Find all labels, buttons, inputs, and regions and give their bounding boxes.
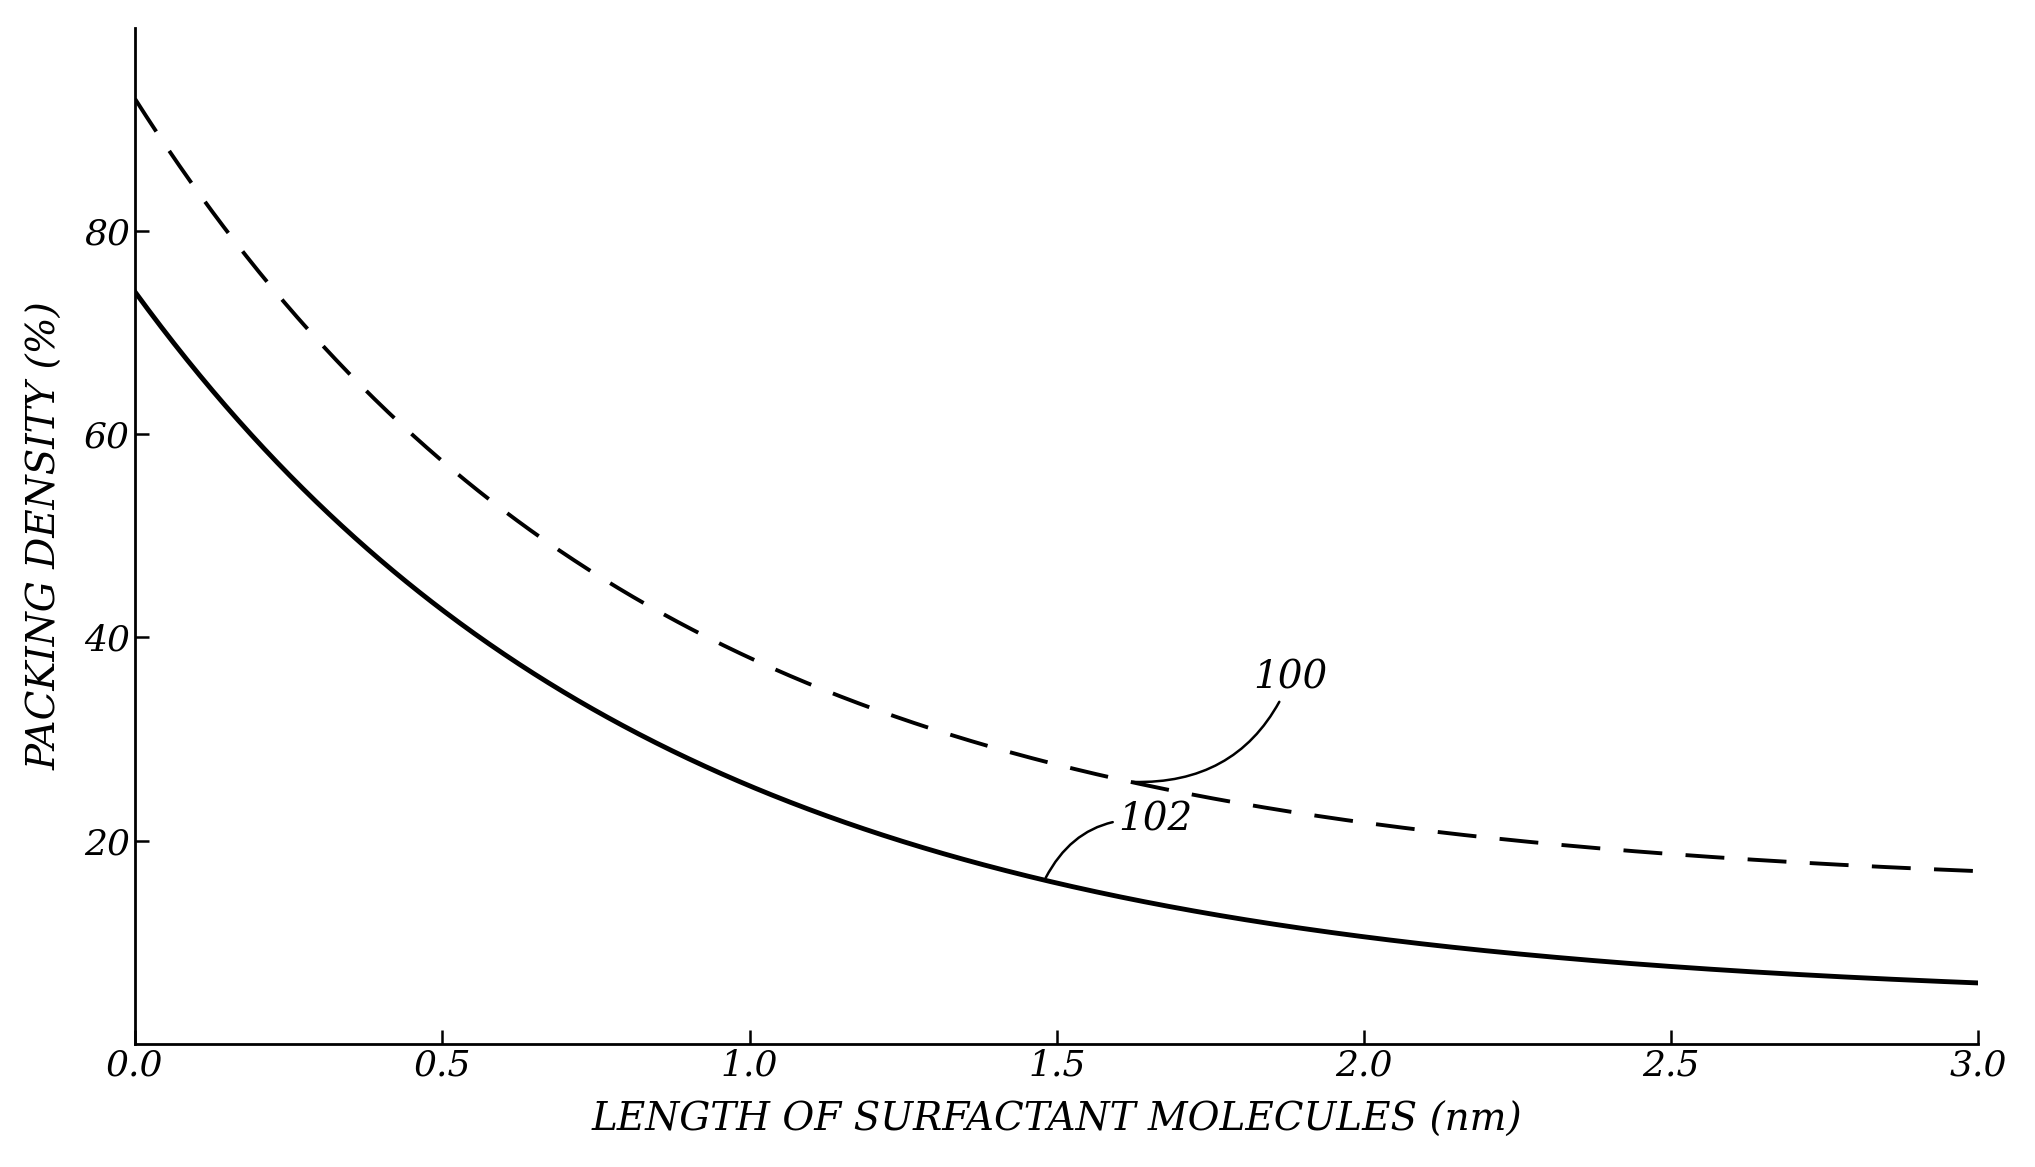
Text: 100: 100 [1133,659,1327,782]
Y-axis label: PACKING DENSITY (%): PACKING DENSITY (%) [28,301,65,770]
Text: 102: 102 [1046,802,1193,878]
X-axis label: LENGTH OF SURFACTANT MOLECULES (nm): LENGTH OF SURFACTANT MOLECULES (nm) [592,1102,1522,1139]
